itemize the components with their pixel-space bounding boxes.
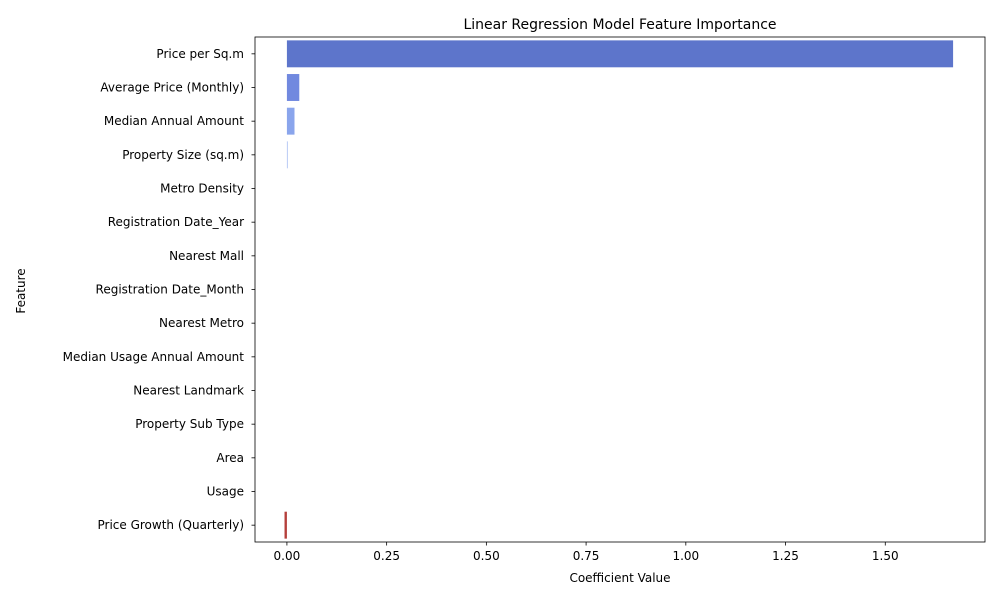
- bar: [286, 40, 954, 68]
- x-tick-label: 1.25: [772, 549, 799, 563]
- y-tick-label: Area: [216, 451, 244, 465]
- x-tick-label: 0.25: [373, 549, 400, 563]
- y-tick-label: Property Sub Type: [135, 417, 244, 431]
- x-tick-label: 0.00: [274, 549, 301, 563]
- y-tick-label: Metro Density: [160, 182, 244, 196]
- bar: [286, 74, 300, 101]
- plot-frame: [254, 36, 986, 543]
- y-tick-label: Price per Sq.m: [156, 47, 244, 61]
- y-tick-label: Median Annual Amount: [104, 114, 244, 128]
- x-tick-label: 1.00: [672, 549, 699, 563]
- bar: [286, 107, 295, 135]
- x-tick-label: 1.50: [872, 549, 899, 563]
- y-tick-label: Usage: [207, 485, 244, 499]
- y-axis-title: Feature: [14, 268, 28, 313]
- y-tick-label: Nearest Landmark: [133, 384, 244, 398]
- x-axis-title: Coefficient Value: [569, 571, 670, 585]
- x-tick-label: 0.50: [473, 549, 500, 563]
- bar: [284, 511, 287, 539]
- y-tick-label: Median Usage Annual Amount: [63, 350, 245, 364]
- chart-title: Linear Regression Model Feature Importan…: [463, 17, 776, 33]
- y-tick-label: Registration Date_Month: [96, 283, 244, 297]
- y-tick-label: Registration Date_Year: [108, 215, 244, 229]
- bars-group: [284, 40, 954, 539]
- y-ticks-group: Price per Sq.m Average Price (Monthly) Med…: [63, 47, 255, 532]
- y-tick-label: Nearest Mall: [169, 249, 244, 263]
- x-ticks-group: 0.00 0.25 0.50 0.75 1.00 1.25 1.50: [274, 542, 899, 563]
- bar: [286, 141, 288, 169]
- y-tick-label: Property Size (sq.m): [122, 148, 244, 162]
- x-tick-label: 0.75: [573, 549, 600, 563]
- y-tick-label: Average Price (Monthly): [100, 81, 244, 95]
- y-tick-label: Price Growth (Quarterly): [98, 518, 245, 532]
- y-tick-label: Nearest Metro: [159, 316, 244, 330]
